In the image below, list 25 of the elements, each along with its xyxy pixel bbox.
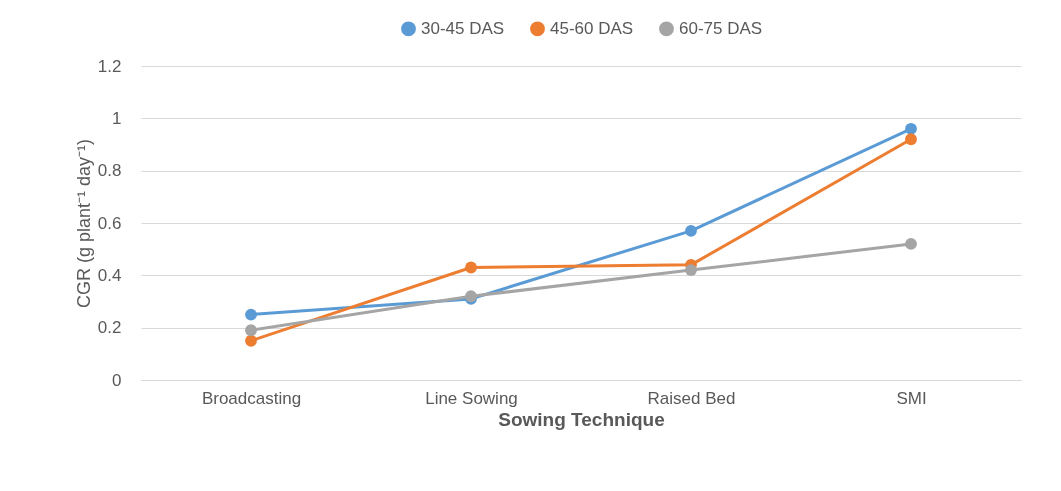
legend-label: 30-45 DAS — [421, 18, 505, 38]
y-tick-label: 0.4 — [97, 265, 122, 285]
y-tick-label: 0.2 — [97, 318, 122, 338]
x-tick-label: Line Sowing — [425, 388, 518, 408]
legend-label: 60-75 DAS — [679, 18, 763, 38]
y-tick-label: 1.2 — [97, 56, 122, 76]
point — [685, 264, 697, 276]
point — [465, 261, 477, 274]
x-tick-label: Broadcasting — [201, 388, 302, 408]
point — [905, 238, 917, 250]
point — [245, 334, 257, 347]
y-tick-label: 0.8 — [97, 161, 122, 181]
x-tick-label: Raised Bed — [647, 388, 736, 408]
point — [905, 122, 917, 135]
x-tick-label: SMI — [896, 388, 927, 408]
legend-label: 45-60 DAS — [550, 18, 634, 38]
point — [685, 224, 697, 237]
point — [905, 133, 917, 146]
y-axis-title: CGR (g plant⁻¹ day⁻¹) — [73, 138, 94, 309]
x-axis-title: Sowing Technique — [498, 408, 665, 430]
y-tick-label: 0.6 — [97, 213, 122, 233]
point — [245, 324, 257, 337]
y-tick-label: 0 — [112, 370, 122, 390]
y-tick-label: 1 — [112, 108, 122, 128]
point — [245, 308, 257, 321]
